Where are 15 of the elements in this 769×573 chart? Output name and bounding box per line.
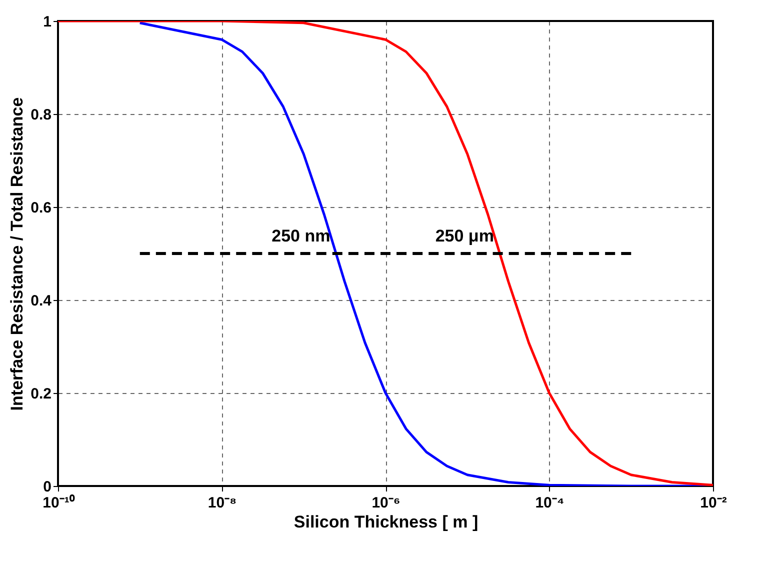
x-tick-label: 10⁻¹⁰ (42, 494, 76, 512)
annotation: 250 μm (435, 226, 494, 246)
annotation: 250 nm (272, 226, 330, 246)
y-tick-label: 0.2 (30, 386, 52, 402)
x-tick-label: 10⁻⁸ (208, 494, 237, 512)
y-tick-label: 0.8 (30, 106, 52, 124)
x-axis-title: Silicon Thickness [ m ] (294, 512, 478, 532)
y-tick-label: 0 (43, 478, 52, 496)
y-axis-title: Interface Resistance / Total Resistance (8, 97, 27, 411)
y-tick-label: 1 (43, 14, 52, 30)
y-tick-label: 0.6 (30, 200, 52, 216)
y-tick-label: 0.4 (30, 292, 52, 310)
x-tick-label: 10⁻⁶ (372, 494, 400, 512)
x-tick-label: 10⁻⁴ (535, 494, 564, 512)
x-tick-label: 10⁻² (700, 494, 727, 512)
